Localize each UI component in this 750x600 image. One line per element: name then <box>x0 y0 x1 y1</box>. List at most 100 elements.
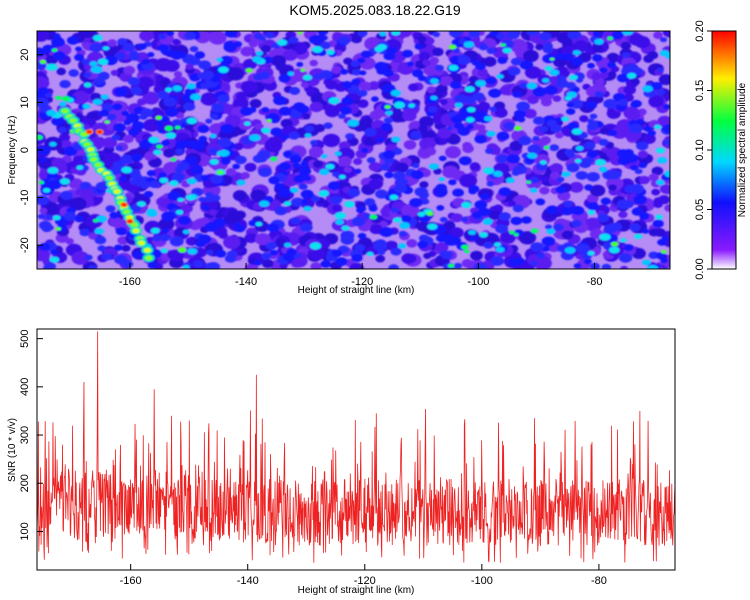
heatmap-cell <box>651 188 661 196</box>
heatmap-cell <box>379 227 394 237</box>
heatmap-cell <box>300 81 309 88</box>
heatmap-cell <box>172 85 183 92</box>
heatmap-cell <box>618 98 629 107</box>
heatmap-cell <box>500 43 506 47</box>
heatmap-cell <box>473 262 487 269</box>
heatmap-cell <box>573 40 589 53</box>
x-tick-label: -100 <box>467 276 489 288</box>
heatmap-cell <box>637 108 647 116</box>
heatmap-cell <box>185 236 198 246</box>
heatmap-cell <box>546 205 559 215</box>
heatmap-cell <box>244 121 251 126</box>
heatmap-cell <box>92 98 103 105</box>
heatmap-cell <box>532 136 540 141</box>
heatmap-cell <box>569 181 584 193</box>
heatmap-cell <box>223 235 241 249</box>
heatmap-cell <box>654 124 662 130</box>
heatmap-cell <box>460 216 469 223</box>
heatmap-cell <box>115 145 124 151</box>
y-tick-label: 500 <box>19 329 31 347</box>
heatmap-cell <box>342 81 353 89</box>
heatmap-cell <box>514 125 522 131</box>
heatmap-cell <box>328 97 340 105</box>
colorbar: 0.00 0.05 0.10 0.15 0.20 Normalized spectral… <box>694 20 748 279</box>
heatmap-cell <box>83 72 92 78</box>
heatmap-cell <box>288 131 300 140</box>
heatmap-cell <box>154 57 173 72</box>
heatmap-cell <box>357 99 369 108</box>
heatmap-cell <box>452 188 464 197</box>
colorbar-tick-label: 0.00 <box>694 258 706 279</box>
heatmap-cell <box>110 166 122 175</box>
heatmap-cell <box>409 198 423 208</box>
heatmap-cell <box>198 196 206 203</box>
heatmap-cell <box>587 251 595 256</box>
heatmap-cell <box>165 87 173 92</box>
heatmap-cell <box>265 32 275 39</box>
heatmap-cell <box>323 104 335 112</box>
heatmap-cell <box>380 163 391 171</box>
heatmap-cell <box>59 101 67 107</box>
heatmap-cell <box>68 178 84 190</box>
x-tick-label: -120 <box>351 276 373 288</box>
heatmap-cell <box>439 75 454 87</box>
heatmap-cell <box>146 170 156 177</box>
heatmap-cell <box>259 200 270 207</box>
heatmap-cell <box>147 52 155 58</box>
heatmap-cell <box>74 215 85 223</box>
heatmap-cell <box>486 181 495 187</box>
heatmap-cell <box>354 168 362 174</box>
heatmap-cell <box>466 107 476 113</box>
heatmap-cell <box>602 169 616 180</box>
heatmap-cell <box>335 257 348 266</box>
heatmap-cell <box>280 134 289 140</box>
y-tick-label: 400 <box>19 378 31 396</box>
heatmap-cell <box>158 172 168 179</box>
heatmap-cell <box>37 213 46 220</box>
heatmap-cell <box>353 158 363 165</box>
heatmap-cell <box>270 127 283 137</box>
heatmap-cell <box>325 80 338 90</box>
x-tick-label: -80 <box>587 276 603 288</box>
heatmap-cell <box>639 175 650 185</box>
heatmap-cell <box>664 139 670 146</box>
heatmap-cell <box>357 89 368 97</box>
heatmap-cell <box>561 116 570 122</box>
heatmap-cell <box>563 200 573 208</box>
heatmap-cell <box>248 107 257 113</box>
heatmap-cell <box>58 133 71 142</box>
heatmap-cell <box>526 82 538 90</box>
heatmap-cell <box>338 113 346 119</box>
heatmap-cell <box>321 154 328 159</box>
heatmap-cell <box>569 74 578 81</box>
heatmap-cell <box>139 139 153 150</box>
heatmap-cell <box>248 219 258 227</box>
heatmap-cell <box>310 140 318 146</box>
heatmap-cell <box>193 260 204 268</box>
heatmap-cell <box>383 117 393 124</box>
heatmap-cell <box>542 78 550 83</box>
heatmap-cell <box>44 262 56 269</box>
heatmap-cell <box>629 123 643 134</box>
heatmap-cell <box>117 38 128 46</box>
heatmap-cells <box>37 31 670 269</box>
heatmap-cell <box>376 137 385 144</box>
heatmap-cell <box>172 172 186 182</box>
heatmap-cell <box>575 77 584 83</box>
heatmap-cell <box>148 136 160 144</box>
heatmap-cell <box>278 106 292 116</box>
heatmap-cell <box>606 61 617 69</box>
x-tick-label: -100 <box>471 575 493 587</box>
heatmap-cell <box>71 91 90 105</box>
heatmap-cell <box>338 156 352 167</box>
heatmap-cell <box>284 242 292 248</box>
heatmap-cell <box>495 224 509 234</box>
heatmap-cell <box>217 94 230 104</box>
heatmap-cell <box>278 73 291 83</box>
heatmap-cell <box>629 223 641 232</box>
heatmap-cell <box>656 179 665 186</box>
heatmap-cell <box>546 228 556 235</box>
heatmap-cell <box>83 142 91 147</box>
heatmap-cell <box>65 238 74 245</box>
